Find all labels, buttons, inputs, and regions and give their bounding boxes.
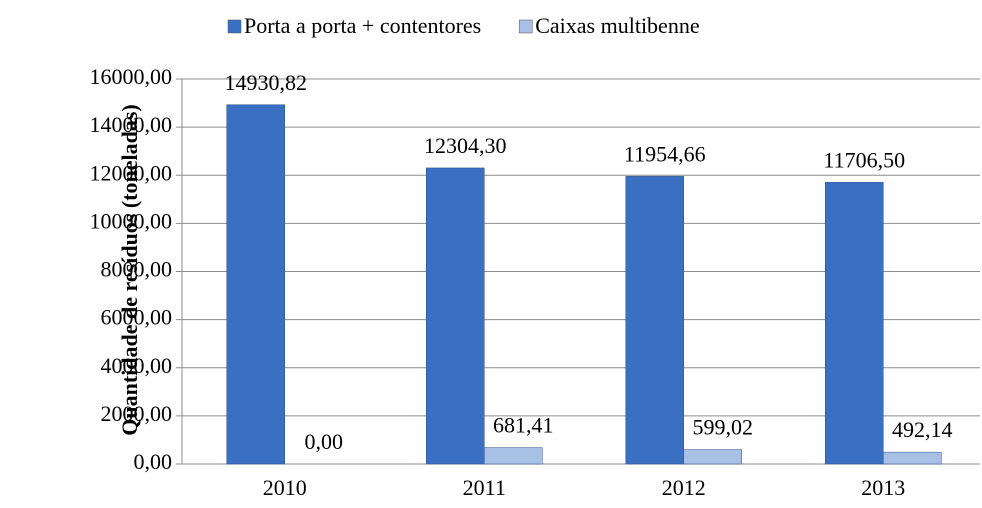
value-label: 599,02	[693, 415, 754, 440]
y-tick-label: 12000,00	[90, 160, 173, 185]
y-tick-label: 0,00	[134, 449, 173, 474]
bar	[825, 182, 884, 465]
value-label: 492,14	[892, 417, 953, 442]
legend-swatch	[518, 19, 533, 34]
y-tick-label: 8000,00	[101, 257, 173, 282]
value-label: 11954,66	[624, 141, 706, 166]
legend-swatch	[227, 19, 242, 34]
bar	[226, 104, 285, 465]
y-tick-label: 14000,00	[90, 112, 173, 137]
bar	[883, 451, 942, 465]
value-label: 12304,30	[424, 133, 507, 158]
value-label: 0,00	[305, 429, 344, 454]
legend-label: Caixas multibenne	[535, 13, 699, 38]
y-tick-label: 10000,00	[90, 208, 173, 233]
legend-label: Porta a porta + contentores	[244, 13, 481, 38]
y-tick-label: 2000,00	[101, 401, 173, 426]
x-tick-label: 2013	[861, 475, 905, 500]
bar	[484, 447, 543, 465]
value-label: 14930,82	[225, 70, 308, 95]
bar	[426, 167, 485, 465]
y-tick-label: 4000,00	[101, 353, 173, 378]
y-axis-label: Quantidade de resíduos (toneladas)	[117, 104, 142, 435]
x-tick-label: 2012	[662, 475, 706, 500]
y-tick-label: 6000,00	[101, 305, 173, 330]
x-tick-label: 2011	[463, 475, 506, 500]
value-label: 681,41	[493, 413, 554, 438]
x-tick-label: 2010	[263, 475, 307, 500]
bar	[683, 449, 742, 465]
y-tick-label: 16000,00	[90, 64, 173, 89]
bar	[625, 176, 684, 465]
value-label: 11706,50	[823, 147, 905, 172]
